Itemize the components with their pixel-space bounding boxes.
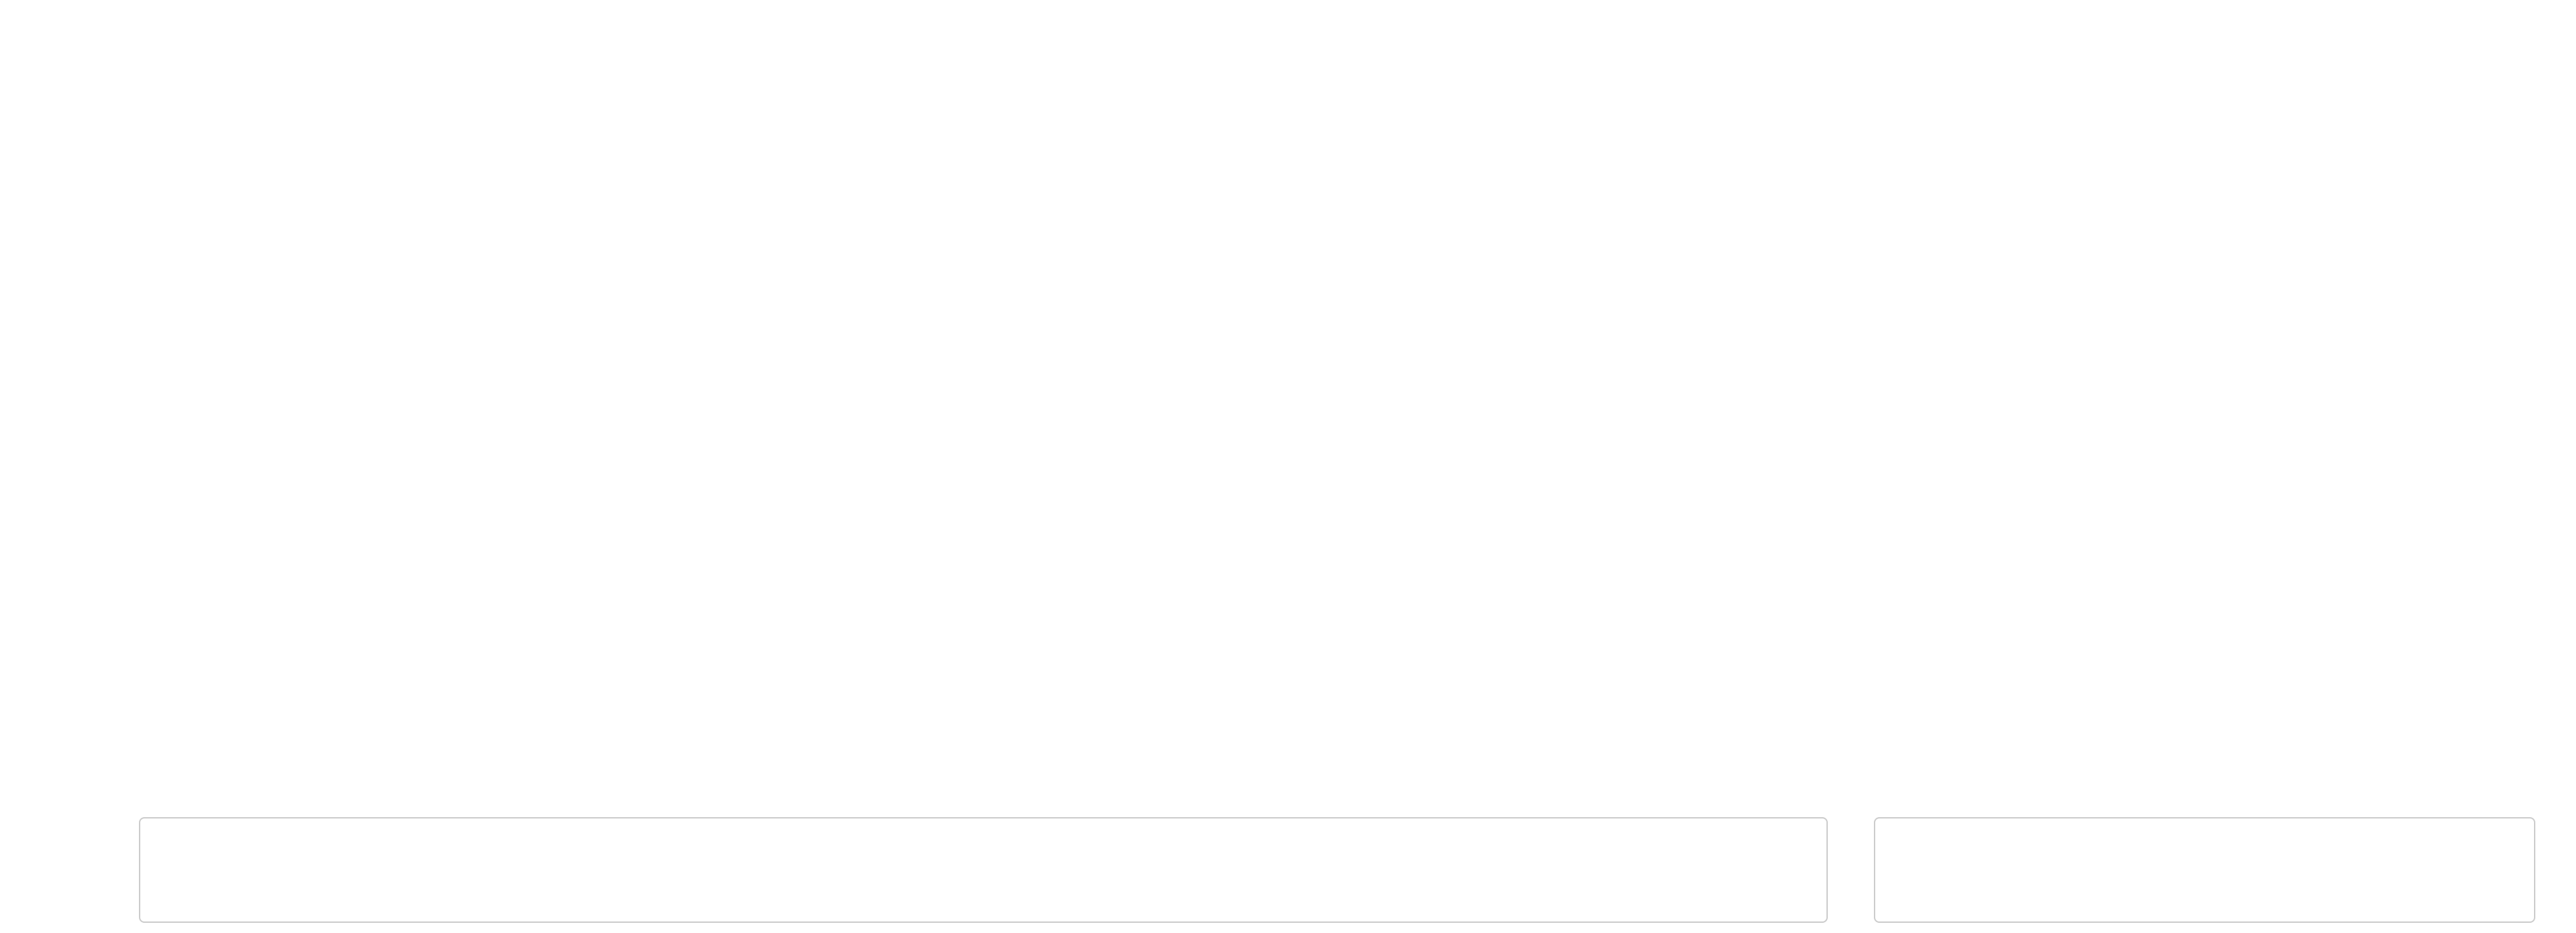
precip-legend bbox=[1874, 817, 2535, 923]
stations-legend-items bbox=[154, 828, 1813, 890]
precip-legend-items bbox=[1889, 828, 2520, 898]
stations-legend bbox=[139, 817, 1828, 923]
